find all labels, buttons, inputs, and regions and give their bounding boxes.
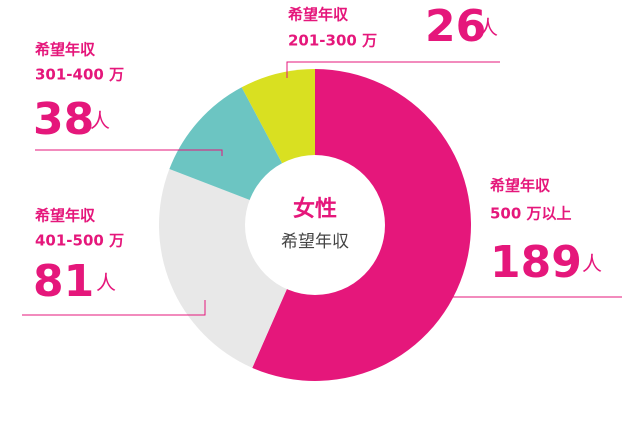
chart-title: 女性 [293,196,337,222]
unit-label: 人 [90,109,110,133]
leader-line [22,300,206,316]
value-label: 189 [490,237,582,288]
leader-line [431,296,622,310]
leader-line [35,149,223,156]
unit-label: 人 [582,252,602,276]
category-prefix: 希望年収 [35,207,96,225]
donut-hole [245,155,385,295]
category-prefix: 希望年収 [490,177,551,195]
unit-label: 人 [96,271,116,295]
value-label: 38 [33,94,94,145]
category-label: 301-400 万 [35,66,124,84]
category-label: 201-300 万 [288,32,377,50]
category-prefix: 希望年収 [35,41,96,59]
category-prefix: 希望年収 [288,6,349,24]
leader-line [286,61,500,78]
value-label: 81 [33,256,94,307]
unit-label: 人 [478,16,498,40]
value-label: 26 [425,1,486,52]
category-label: 401-500 万 [35,232,124,250]
category-label: 500 万以上 [490,205,572,223]
chart-subtitle: 希望年収 [281,232,349,252]
